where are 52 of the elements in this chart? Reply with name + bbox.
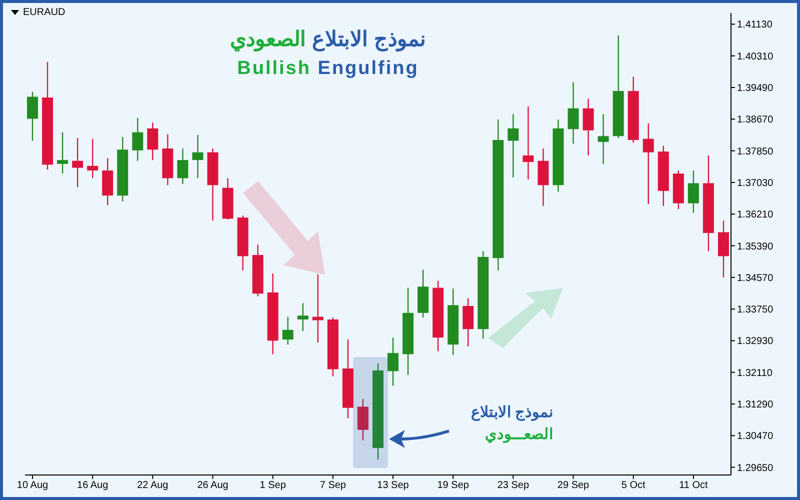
annotation: نموذج الابتلاع الصعـــودي	[470, 403, 553, 443]
x-tick-label: 13 Sep	[377, 480, 410, 492]
candlestick	[598, 114, 609, 165]
y-tick-label: 1.29650	[737, 462, 774, 474]
annotation: EURAUD	[23, 7, 66, 18]
x-tick-label: 1 Sep	[260, 480, 286, 492]
candlestick	[388, 336, 399, 386]
candlestick	[582, 98, 594, 156]
y-tick-label: 1.39490	[737, 83, 774, 94]
x-tick-label: 23 Sep	[497, 480, 530, 492]
y-tick-label: 1.34570	[737, 272, 774, 284]
candlestick	[688, 170, 699, 214]
y-tick-label: 1.36210	[737, 210, 774, 221]
x-tick-label: 29 Sep	[557, 480, 590, 492]
candlestick	[297, 302, 308, 332]
y-tick-label: 1.33750	[737, 304, 774, 316]
candlestick	[462, 298, 474, 348]
x-tick-label: 26 Aug	[197, 480, 228, 492]
x-tick-label: 19 Sep	[437, 480, 470, 492]
y-tick-label: 1.37850	[737, 146, 774, 158]
candlestick	[27, 91, 38, 142]
y-tick-label: 1.32930	[737, 336, 774, 348]
y-tick-label: 1.35390	[737, 241, 774, 252]
candlestick	[357, 398, 368, 441]
candlestick	[568, 81, 579, 144]
y-tick-label: 1.41130	[737, 20, 773, 31]
candlestick	[72, 137, 84, 188]
x-tick-label: 5 Oct	[621, 480, 646, 492]
candlestick	[57, 132, 68, 174]
y-tick-label: 1.31290	[737, 400, 774, 411]
y-tick-label: 1.32110	[737, 368, 773, 379]
y-tick-label: 1.38670	[737, 114, 774, 126]
candlestick	[282, 316, 294, 346]
x-tick-label: 10 Aug	[16, 480, 48, 492]
candlestick	[522, 106, 534, 180]
candlestick	[192, 134, 204, 179]
text: نموذج الابتلاع الصعودي	[230, 28, 426, 51]
x-tick-label: 7 Sep	[320, 480, 346, 492]
candlestick	[508, 114, 519, 178]
y-tick-label: 1.40310	[737, 51, 774, 62]
candlestick	[718, 220, 729, 278]
y-tick-label: 1.30470	[737, 431, 774, 442]
y-tick-label: 1.37030	[737, 178, 774, 189]
candlestick	[87, 138, 98, 179]
x-tick-label: 11 Oct	[679, 480, 708, 492]
candlestick	[132, 117, 144, 162]
x-tick-label: 22 Aug	[137, 480, 168, 492]
text: Bullish Engulfing	[237, 58, 419, 79]
candlestick	[642, 122, 654, 205]
candlestick	[147, 122, 158, 161]
candlestick	[177, 148, 188, 185]
x-tick-label: 16 Aug	[77, 480, 108, 492]
